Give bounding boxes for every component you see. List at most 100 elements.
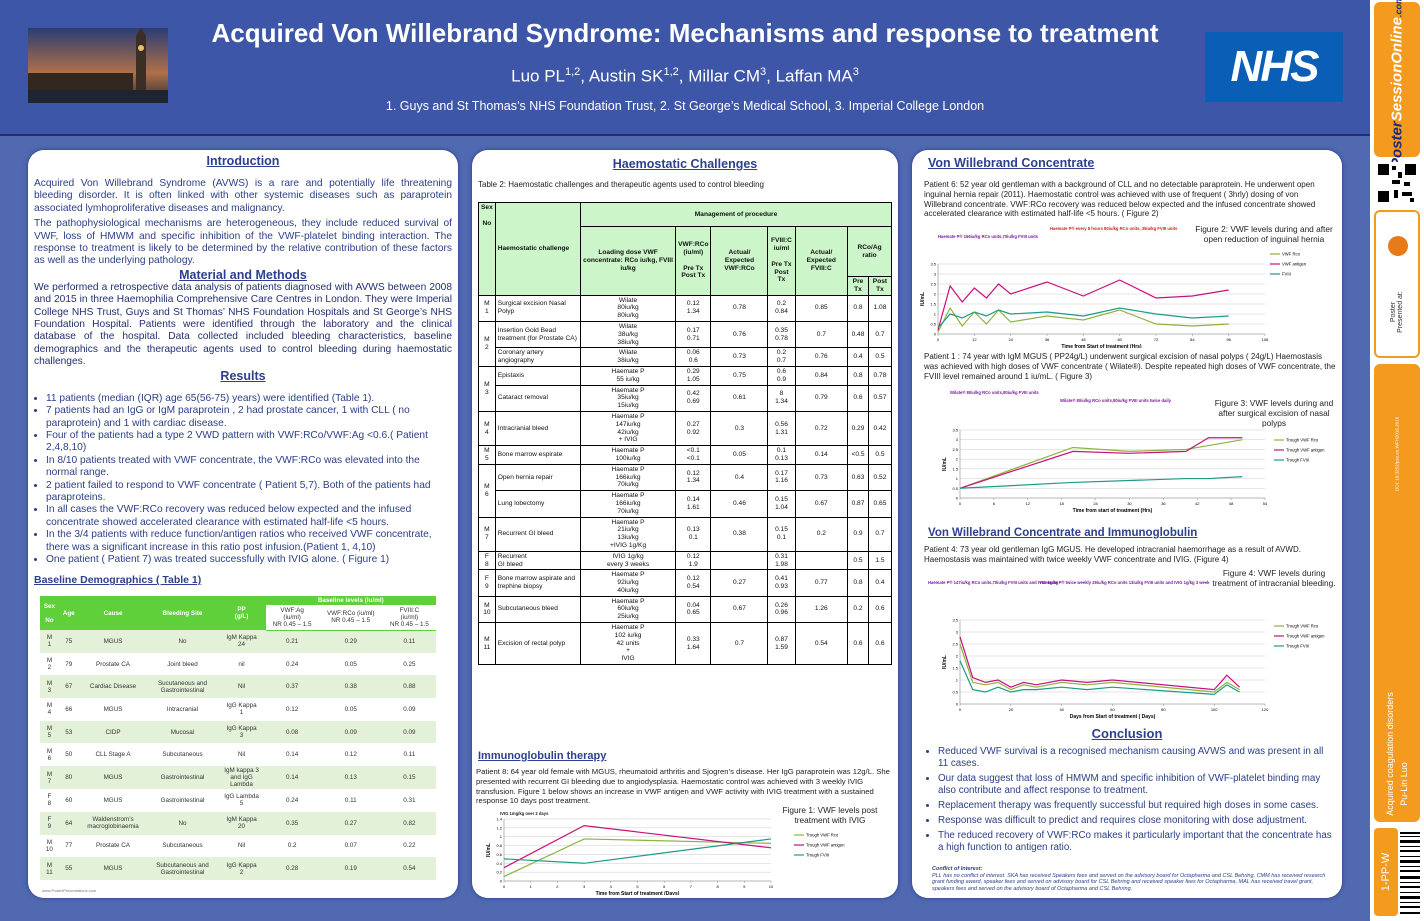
x-tick-label: 96 (1226, 337, 1231, 342)
cell: 0.4 (867, 569, 893, 597)
row: M 11 Excision of rectal polyp Haemate P 10… (478, 622, 893, 666)
heading: Von Willebrand Concentrate and Immunoglo… (928, 527, 1198, 539)
x-tick-label: 2 (556, 884, 559, 889)
cell: 0.12 (344, 751, 357, 759)
row: M 6 Open hernia repair Haemate P 166iu/kg … (478, 463, 893, 518)
cell: Joint bleed (167, 660, 198, 668)
x-tick-label: 6 (663, 884, 666, 889)
y-tick-label: 2 (956, 654, 959, 659)
cell: Waldenstrom’s macroglobinaemia (78, 811, 148, 835)
cell: 80 (58, 766, 79, 790)
info-box: DOI: 10.3252/pso.eu.WFH2016.2016 Acquire… (1374, 364, 1420, 822)
brand-3: .com (1393, 0, 1404, 18)
cell: Coronary artery angiography (494, 347, 582, 367)
author-sup: 1,2 (663, 66, 679, 78)
row: M 5 Bone marrow espirate Haemate P 100iu/k… (478, 445, 893, 465)
cell: 0.05 (344, 660, 357, 668)
topic: Acquired coagulation disorders (1385, 692, 1395, 816)
cell: 0.28 (265, 857, 319, 880)
chart: 0 0.5 1 1.5 2 2.5 3 3.5 0 6 12 18 24 30 36 42 48 54 Time f… (942, 390, 1325, 514)
figure-caption: Figure 3: VWF levels during and after su… (1214, 398, 1334, 428)
cell: 0.15 1.04 (767, 490, 796, 518)
paragraph: We performed a retrospective data analys… (34, 281, 452, 368)
annotation: Haemate P® twice weekly 29iu/kg RCo unit… (1040, 580, 1210, 585)
legend-label: Trough VWF Rco (806, 833, 839, 838)
cell: Open hernia repair (494, 463, 582, 492)
annotation: Haemate P® 166iu/kg RCo units,70iu/kg FV… (938, 234, 1039, 239)
cell: 8 1.34 (767, 384, 796, 412)
cell: 0.11 (382, 630, 436, 653)
row: M 7 Recurrent GI bleed Haemate P 21iu/kg 1… (478, 516, 893, 552)
x-tick-label: 30 (1127, 501, 1132, 506)
heading: Conclusion (1091, 726, 1163, 741)
annotation: IVIG 1mg/kg over 2 days (500, 811, 549, 816)
baseline-table: Sex No Age Cause Bleeding Site PP (g/L) Basel… (40, 596, 436, 880)
bullet: 7 patients had an IgG or IgM paraprotein… (46, 405, 452, 430)
cell: Cardiac Disease (78, 675, 148, 699)
th: Pre Tx (847, 276, 869, 296)
header-row: VWF:Ag (iu/ml) NR 0.45 – 1.5 VWF:RCo (iu/… (40, 605, 436, 631)
annotation: Wilate® 80iu/kg RCo units,80iu/kg FVIII … (1060, 398, 1172, 403)
cell: IgM kappa 3 and IgG Lambda (217, 766, 266, 790)
y-tick-label: 0 (500, 879, 503, 884)
th: Post Tx (867, 276, 893, 296)
conflict-text: PLL has no conflict of interest. SKA has… (932, 872, 1326, 892)
cell: 0.35 0.78 (767, 320, 796, 349)
x-tick-label: 120 (1262, 707, 1269, 712)
panel-middle: Haemostatic Challenges Table 2: Haemosta… (472, 150, 898, 898)
th: Sex No (40, 596, 59, 630)
paragraph: Patient 4: 73 year old gentleman IgG MGU… (924, 545, 1301, 564)
cell: 0.17 1.16 (767, 463, 796, 492)
legend-label: Trough FVIII (806, 853, 829, 858)
bullet: Reduced VWF survival is a recognised mec… (938, 746, 1334, 770)
cell: 0.42 (867, 410, 893, 447)
cell: MGUS (78, 766, 148, 790)
y-tick-label: 2 (956, 457, 959, 462)
cell: 1.08 (867, 294, 893, 322)
bullet: Replacement therapy was frequently succe… (938, 800, 1334, 812)
x-tick-label: 0 (959, 501, 962, 506)
bullet: The reduced recovery of VWF:RCo makes it… (938, 830, 1334, 854)
cell: F 8 (478, 550, 496, 571)
legend-label: VWF antigen (1282, 262, 1307, 267)
authors: Luo PL1,2, Austin SK1,2, Millar CM3, Laf… (180, 66, 1190, 87)
cell: 0.29 (318, 630, 383, 653)
cell: M 3 (478, 365, 496, 412)
cell: 0.27 (318, 811, 383, 835)
th: Actual/ Expected FVIII:C (794, 226, 849, 296)
cell: 0.2 (794, 516, 849, 552)
y-tick-label: 1.5 (930, 302, 936, 307)
paragraph: The pathophysiological mechanisms are he… (34, 218, 452, 267)
row: M 10 77 Prostate CA Subcutaneous Nil 0.2 0.07 0… (40, 835, 436, 858)
cell: M 7 (40, 766, 59, 790)
cell: 0.14 (794, 445, 849, 465)
cell: 0.72 (794, 410, 849, 447)
y-tick-label: 1 (956, 476, 959, 481)
row: F 9 Bone marrow aspirate and trephine bio… (478, 569, 893, 597)
cell: Bone marrow aspirate and trephine biopsy (494, 569, 582, 597)
row: M 6 50 CLL Stage A Subcutaneous Nil 0.14 0.12 0… (40, 743, 436, 766)
y-tick-label: 3 (934, 272, 937, 277)
cell: 0.52 (867, 463, 893, 492)
th: Cause (78, 596, 148, 630)
cell: 0.05 (710, 445, 769, 465)
cell: <0.1 <0.1 (675, 445, 712, 465)
x-axis-title: Time from Start of treatment (Days) (596, 891, 680, 895)
cell: Subcutaneous (162, 842, 203, 850)
y-tick-label: 0.5 (930, 322, 936, 327)
th: Management of procedure (580, 202, 892, 227)
row: Cataract removal Haemate P 35iu/kg 15iu/k… (479, 384, 893, 412)
cell: No (147, 630, 218, 653)
header-row: Sex No Age Cause Bleeding Site PP (g/L) Basel… (40, 596, 436, 630)
cell: 1.5 (867, 550, 893, 571)
paragraph: Patient 6: 52 year old gentleman with a … (924, 180, 1316, 219)
th: FVIII:C iu/ml Pre Tx Post Tx (767, 226, 796, 296)
cell: Prostate CA (96, 660, 130, 668)
figure: 0 0.2 0.4 0.6 0.8 1 1.2 1.4 0 1 2 3 4 5 6 7 8 9 10 Time fro… (476, 805, 894, 897)
x-tick-label: 12 (972, 337, 977, 342)
x-tick-label: 3 (583, 884, 586, 889)
heading: Haemostatic Challenges (612, 157, 758, 171)
th: PP (g/L) (217, 596, 266, 630)
cell: 0.14 (286, 751, 299, 759)
cell: 0.04 0.65 (675, 595, 712, 624)
